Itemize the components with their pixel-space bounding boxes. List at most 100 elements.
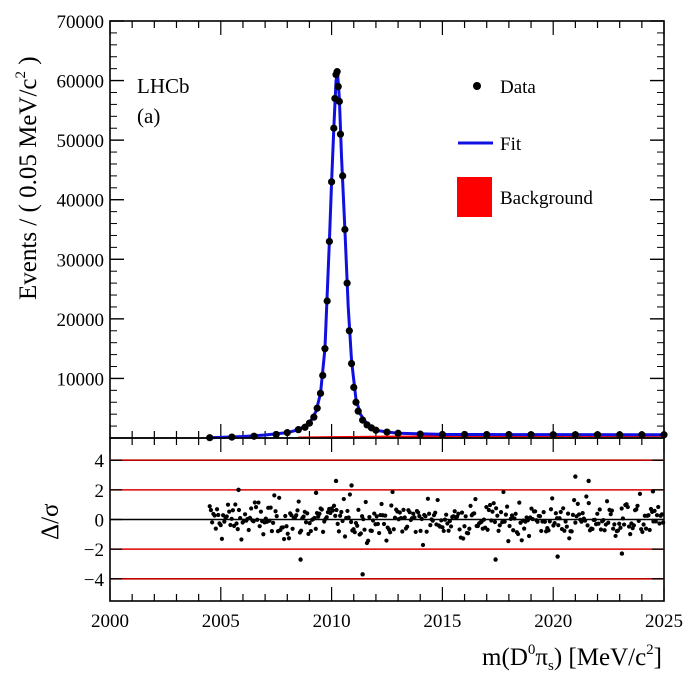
pull-point xyxy=(569,529,574,534)
pull-point xyxy=(267,518,272,523)
pull-point xyxy=(228,522,233,528)
data-point xyxy=(339,172,347,180)
pull-ytick-label: −4 xyxy=(84,570,105,591)
data-point xyxy=(383,428,391,436)
pull-point xyxy=(522,526,527,531)
pull-point xyxy=(562,528,567,533)
data-point xyxy=(305,419,314,427)
legend-data-label: Data xyxy=(500,77,536,98)
legend-background-label: Background xyxy=(500,188,593,209)
pull-point xyxy=(283,513,288,519)
y-axis-title: Events / ( 0.05 MeV/c2 ) xyxy=(13,56,42,300)
main-plot-area xyxy=(206,68,668,442)
pull-point xyxy=(286,536,292,541)
x-axis-title-sub: s xyxy=(548,658,554,674)
pull-point xyxy=(358,531,363,536)
xtick-label: 2020 xyxy=(534,611,572,632)
pull-point xyxy=(246,527,251,533)
pull-point xyxy=(355,523,360,528)
legend-data-marker xyxy=(473,82,481,90)
pull-point xyxy=(637,491,643,496)
y-axis-title-sup: 2 xyxy=(13,71,29,79)
pull-point-outlier xyxy=(333,478,339,484)
pull-point xyxy=(447,518,452,524)
pull-point xyxy=(473,496,478,502)
pull-point xyxy=(552,520,557,526)
pull-point xyxy=(442,517,448,522)
pull-point xyxy=(537,514,543,519)
pull-point xyxy=(583,518,588,523)
pull-point xyxy=(564,524,569,529)
pull-point xyxy=(210,520,215,525)
pull-point xyxy=(255,517,260,522)
pull-point xyxy=(456,511,461,516)
pull-point xyxy=(492,519,498,525)
data-point xyxy=(316,389,325,397)
pull-point xyxy=(299,528,304,533)
pull-point xyxy=(224,514,229,519)
pull-point xyxy=(369,528,374,533)
pull-point xyxy=(601,517,606,523)
pull-point xyxy=(611,526,616,531)
data-point xyxy=(341,225,349,234)
x-axis-title: m(D0πs) [MeV/c2] xyxy=(482,642,662,674)
pull-point xyxy=(590,526,595,532)
legend-fit-label: Fit xyxy=(500,134,522,155)
main-ytick-label: 10000 xyxy=(57,369,105,390)
pull-point xyxy=(515,531,521,537)
pull-point xyxy=(625,504,630,510)
pull-point-outlier xyxy=(586,478,591,484)
data-point xyxy=(323,297,331,305)
pull-point xyxy=(290,526,295,531)
x-axis-title-sup: 0 xyxy=(528,642,536,658)
legend-background-marker xyxy=(457,177,492,217)
pull-point xyxy=(341,496,346,502)
pull-point xyxy=(657,521,662,526)
pull-point xyxy=(392,515,398,520)
pull-point xyxy=(330,508,335,513)
data-point xyxy=(638,431,646,439)
pull-point xyxy=(561,506,566,511)
pull-point xyxy=(509,513,515,518)
pull-point xyxy=(398,515,404,521)
pull-point xyxy=(570,512,576,518)
pull-point xyxy=(530,517,535,522)
pull-point xyxy=(361,517,366,522)
xtick-label: 2010 xyxy=(313,611,351,632)
pull-point xyxy=(270,520,276,525)
pull-point-outlier xyxy=(313,490,319,496)
pull-point xyxy=(617,521,622,526)
pull-point xyxy=(234,521,239,526)
pull-point xyxy=(635,503,640,508)
pull-point-outlier xyxy=(619,551,625,556)
pull-point xyxy=(277,495,282,500)
pull-point xyxy=(647,527,652,533)
pull-point xyxy=(274,514,279,519)
pull-point xyxy=(529,506,534,511)
pull-point xyxy=(227,509,232,514)
pull-point xyxy=(643,526,649,531)
xtick-label: 2005 xyxy=(202,611,240,632)
pull-point xyxy=(550,496,555,501)
pull-point-outlier xyxy=(493,557,498,562)
pull-point xyxy=(319,507,324,512)
pull-point xyxy=(249,506,254,511)
pull-point xyxy=(383,513,388,518)
data-point xyxy=(350,383,358,391)
pull-point xyxy=(567,536,572,541)
pull-point xyxy=(609,508,615,513)
main-ytick-label: 30000 xyxy=(57,250,105,271)
pull-point xyxy=(622,522,627,527)
data-point xyxy=(359,416,367,424)
x-axis-title-text: m(D xyxy=(482,644,528,671)
pull-point xyxy=(613,533,618,539)
pull-point xyxy=(546,528,551,533)
pull-point xyxy=(618,525,623,530)
data-point xyxy=(333,68,341,76)
pull-point xyxy=(563,519,568,524)
x-axis-title-end: ] xyxy=(654,644,662,671)
pull-point xyxy=(508,516,513,522)
pull-point xyxy=(626,524,632,529)
pull-point xyxy=(496,528,501,533)
